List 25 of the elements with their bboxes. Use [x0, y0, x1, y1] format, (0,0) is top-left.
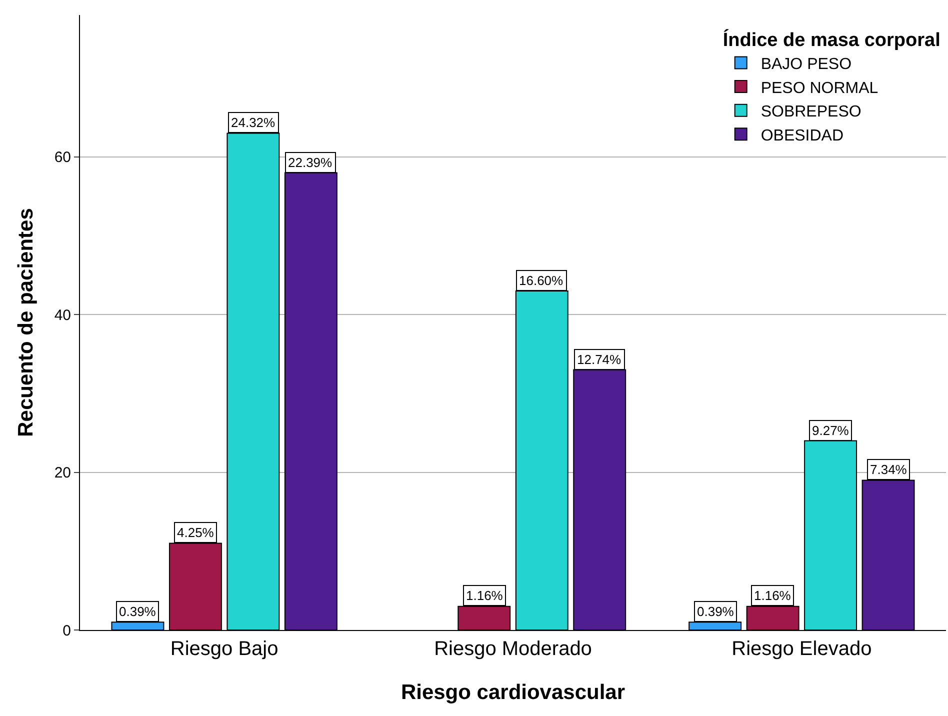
annotation: 16.60%	[519, 273, 564, 288]
legend-label: SOBREPESO	[760, 104, 862, 121]
x-tick-label: Riesgo Moderado	[434, 638, 592, 660]
x-axis-title: Riesgo cardiovascular	[400, 681, 626, 704]
annotation: 22.39%	[288, 155, 333, 170]
y-axis-title: Recuento de pacientes	[14, 208, 38, 437]
annotation: 1.16%	[754, 588, 792, 603]
annotation: 24.32%	[231, 115, 276, 130]
y-tick-label: 40	[54, 306, 71, 324]
annotation: 0.39%	[119, 604, 156, 619]
annotation: 12.74%	[577, 352, 622, 367]
legend-title: Índice de masa corporal	[722, 28, 940, 51]
x-tick-label: Riesgo Bajo	[170, 638, 278, 660]
x-tick-label: Riesgo Elevado	[732, 638, 872, 660]
annotation: 7.34%	[870, 462, 908, 477]
y-tick-label: 20	[54, 464, 71, 482]
annotation: 4.25%	[177, 525, 214, 540]
annotation: 0.39%	[697, 604, 734, 619]
annotation: 9.27%	[812, 423, 850, 438]
legend-label: BAJO PESO	[760, 56, 852, 73]
annotation: 1.16%	[466, 588, 504, 603]
legend-label: OBESIDAD	[760, 127, 844, 144]
y-tick-label: 0	[62, 622, 71, 640]
legend-label: PESO NORMAL	[760, 80, 878, 97]
y-tick-label: 60	[54, 149, 71, 166]
